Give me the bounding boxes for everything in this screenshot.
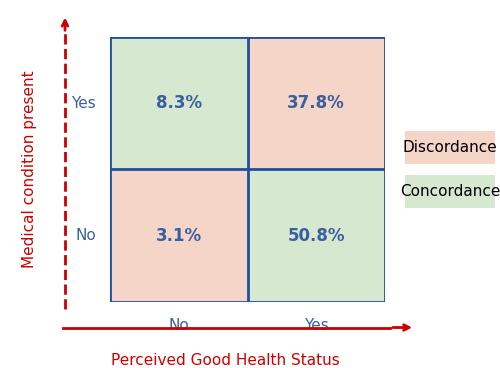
Text: No: No [168, 318, 189, 333]
Text: 37.8%: 37.8% [288, 94, 345, 112]
Text: Medical condition present: Medical condition present [22, 70, 38, 268]
Text: Yes: Yes [304, 318, 328, 333]
Text: 50.8%: 50.8% [288, 227, 345, 244]
Bar [248, 37, 385, 169]
Bar [110, 169, 248, 302]
Text: Perceived Good Health Status: Perceived Good Health Status [110, 353, 340, 368]
Text: No: No [76, 228, 96, 243]
Bar [248, 169, 385, 302]
Text: 8.3%: 8.3% [156, 94, 202, 112]
Bar [405, 175, 495, 208]
Bar [405, 131, 495, 164]
Text: Yes: Yes [72, 96, 96, 110]
Text: Concordance: Concordance [400, 184, 500, 199]
Text: Discordance: Discordance [402, 140, 498, 155]
Text: 3.1%: 3.1% [156, 227, 202, 244]
Bar [110, 37, 248, 169]
